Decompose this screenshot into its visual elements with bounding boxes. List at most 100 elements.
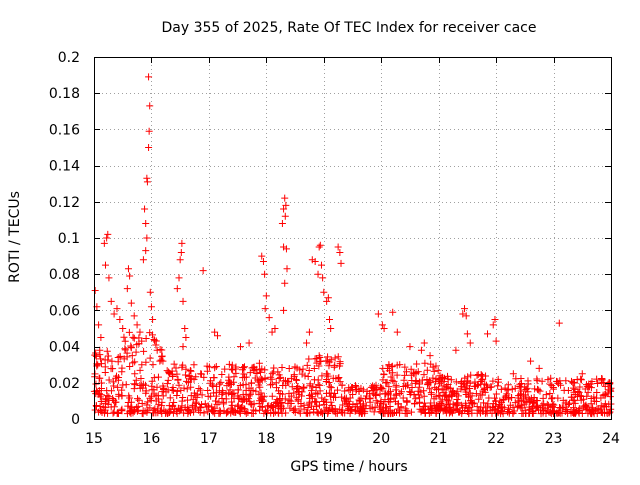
data-point — [318, 394, 326, 402]
data-point — [162, 408, 170, 416]
data-point — [103, 347, 111, 355]
data-point — [113, 372, 121, 380]
data-point — [436, 380, 444, 388]
data-point — [187, 383, 195, 391]
data-point — [431, 383, 439, 391]
data-point — [114, 376, 122, 384]
data-point — [127, 342, 135, 350]
data-point — [341, 387, 349, 395]
data-point — [359, 405, 367, 413]
data-point — [327, 356, 335, 364]
data-point — [379, 385, 387, 393]
data-point — [529, 399, 537, 407]
data-point — [116, 353, 124, 361]
data-point — [124, 402, 132, 410]
data-point — [104, 356, 112, 364]
data-point — [424, 379, 432, 387]
data-point — [216, 380, 224, 388]
data-point — [324, 408, 332, 416]
data-point — [337, 408, 345, 416]
data-point — [268, 392, 276, 400]
data-point — [554, 394, 562, 402]
y-tick-label: 0.02 — [49, 376, 80, 392]
data-point — [565, 401, 573, 409]
data-point — [452, 346, 460, 354]
data-point — [602, 390, 610, 398]
data-point — [384, 409, 392, 417]
data-point — [325, 407, 333, 415]
data-point — [521, 406, 529, 414]
data-point — [168, 367, 176, 375]
data-point — [389, 308, 397, 316]
data-point — [337, 259, 345, 267]
data-point — [234, 386, 242, 394]
data-point — [199, 267, 207, 275]
data-point — [259, 403, 267, 411]
data-point — [211, 328, 219, 336]
data-point — [453, 399, 461, 407]
data-point — [246, 398, 254, 406]
data-point — [326, 392, 334, 400]
data-point — [142, 247, 150, 255]
data-point — [104, 230, 112, 238]
data-point — [223, 382, 231, 390]
data-point — [143, 234, 151, 242]
data-point — [173, 285, 181, 293]
data-point — [109, 394, 117, 402]
data-point — [215, 398, 223, 406]
data-point — [182, 334, 190, 342]
data-point — [412, 377, 420, 385]
data-point — [414, 368, 422, 376]
data-point — [196, 386, 204, 394]
data-point — [298, 370, 306, 378]
y-tick-label: 0 — [71, 412, 80, 428]
data-point — [593, 375, 601, 383]
data-point — [311, 258, 319, 266]
data-point — [145, 127, 153, 135]
data-point — [341, 397, 349, 405]
data-point — [314, 381, 322, 389]
data-point — [157, 356, 165, 364]
data-point — [434, 403, 442, 411]
data-point — [492, 337, 500, 345]
data-point — [516, 391, 524, 399]
data-point — [555, 319, 563, 327]
data-point — [274, 409, 282, 417]
data-point — [278, 220, 286, 228]
data-point — [392, 390, 400, 398]
data-point — [133, 395, 141, 403]
data-point — [533, 377, 541, 385]
data-point — [128, 407, 136, 415]
data-point — [546, 390, 554, 398]
data-point — [407, 371, 415, 379]
data-point — [319, 274, 327, 282]
data-point — [306, 398, 314, 406]
data-point — [310, 364, 318, 372]
data-point — [253, 370, 261, 378]
data-point — [240, 370, 248, 378]
data-point — [300, 401, 308, 409]
data-point — [440, 404, 448, 412]
data-point — [479, 399, 487, 407]
data-point — [91, 406, 99, 414]
data-point — [472, 390, 480, 398]
data-point — [282, 409, 290, 417]
data-point — [245, 395, 253, 403]
data-point — [228, 398, 236, 406]
data-point — [105, 376, 113, 384]
data-point — [601, 382, 609, 390]
data-point — [355, 388, 363, 396]
data-point — [283, 265, 291, 273]
data-point — [192, 399, 200, 407]
data-point — [130, 385, 138, 393]
data-point — [478, 376, 486, 384]
data-point — [110, 403, 118, 411]
data-point — [448, 388, 456, 396]
data-point — [521, 383, 529, 391]
data-point — [321, 396, 329, 404]
data-point — [164, 376, 172, 384]
data-point — [296, 366, 304, 374]
data-points — [90, 73, 615, 418]
data-point — [301, 372, 309, 380]
data-point — [239, 381, 247, 389]
